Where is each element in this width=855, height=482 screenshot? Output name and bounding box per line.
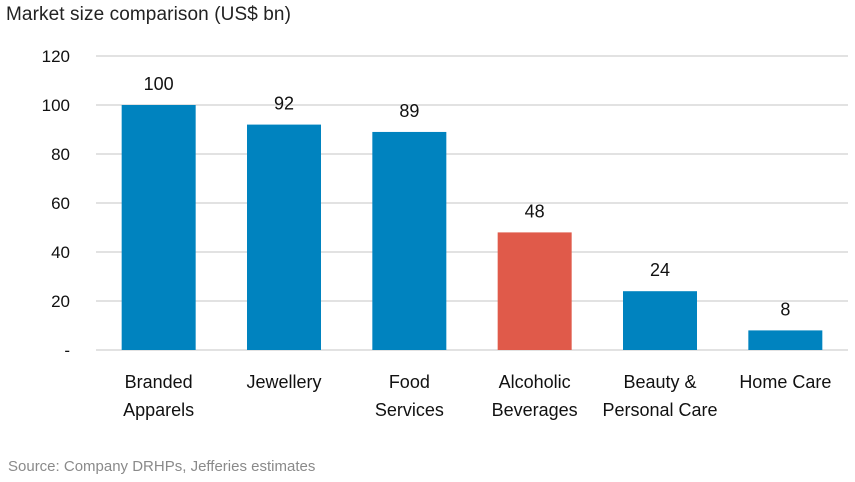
bar (623, 291, 697, 350)
x-tick-label: Home Care (739, 372, 831, 392)
x-tick-label: Beauty & (623, 372, 696, 392)
chart-title: Market size comparison (US$ bn) (6, 4, 292, 25)
data-label: 24 (650, 260, 670, 280)
data-label: 48 (525, 201, 545, 221)
x-tick-label: Food (389, 372, 430, 392)
y-tick-label: 100 (42, 96, 70, 115)
data-label: 8 (780, 299, 790, 319)
x-tick-label: Alcoholic (499, 372, 571, 392)
bar (372, 131, 447, 350)
source-note: Source: Company DRHPs, Jefferies estimat… (8, 458, 316, 475)
x-tick-label: Branded (125, 372, 193, 392)
x-tick-label: Jewellery (246, 372, 321, 392)
data-label: 89 (399, 101, 419, 121)
data-label: 92 (274, 94, 294, 114)
x-tick-label: Beverages (492, 400, 578, 420)
data-label: 100 (144, 74, 174, 94)
x-tick-label: Apparels (123, 400, 194, 420)
bar (497, 232, 572, 350)
y-tick-label: 60 (51, 194, 70, 213)
bar (121, 105, 196, 350)
bar (247, 124, 321, 350)
x-tick-label: Personal Care (602, 400, 717, 420)
y-tick-label: 20 (51, 292, 70, 311)
y-tick-label: 40 (51, 243, 70, 262)
y-tick-label: - (64, 341, 70, 360)
bar (748, 330, 823, 350)
y-tick-label: 80 (51, 145, 70, 164)
y-tick-label: 120 (42, 47, 70, 66)
x-tick-label: Services (375, 400, 444, 420)
